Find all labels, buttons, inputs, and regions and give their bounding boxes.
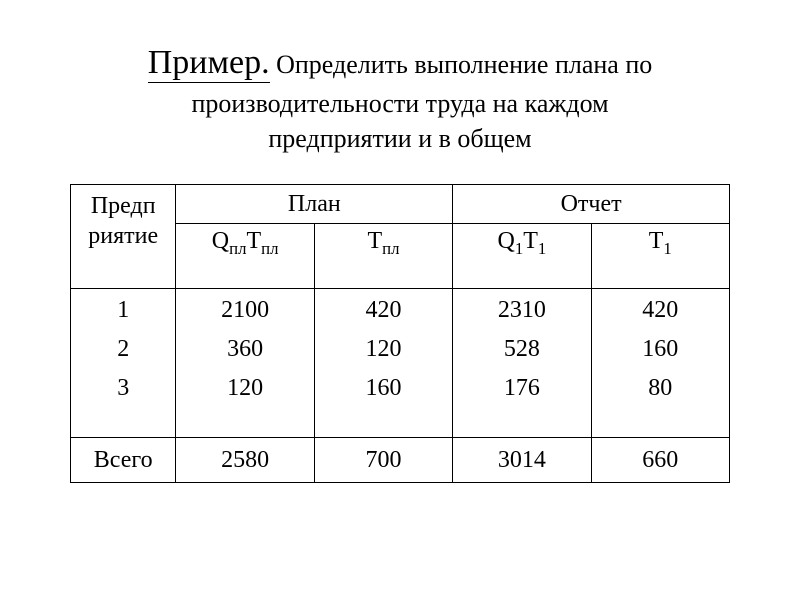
col-qpl-tpl: QплTпл <box>176 224 314 289</box>
val: 176 <box>504 375 540 402</box>
val: 420 <box>366 297 402 324</box>
title-line-2: производительности труда на каждом <box>191 89 608 118</box>
cell-enterprise: 1 2 3 <box>71 289 176 438</box>
title-lead: Пример. <box>148 44 270 83</box>
val: 80 <box>648 375 672 402</box>
col-enterprise-l2: риятие <box>88 223 158 249</box>
slide-title: Пример. Определить выполнение плана по п… <box>70 40 730 156</box>
total-qpl-tpl: 2580 <box>176 438 314 483</box>
table-header-row-1: Предп риятие План Отчет <box>71 185 730 224</box>
cell-q1t1: 2310 528 176 <box>453 289 591 438</box>
val: 160 <box>642 336 678 363</box>
col-report: Отчет <box>453 185 730 224</box>
data-table: Предп риятие План Отчет QплTпл Tпл Q1T1 … <box>70 184 730 483</box>
col-enterprise: Предп риятие <box>71 185 176 289</box>
col-enterprise-l1: Предп <box>91 193 156 219</box>
total-q1t1: 3014 <box>453 438 591 483</box>
val: 2100 <box>221 297 269 324</box>
val: 120 <box>366 336 402 363</box>
val: 1 <box>117 297 129 324</box>
cell-qpl-tpl: 2100 360 120 <box>176 289 314 438</box>
col-t1: T1 <box>591 224 729 289</box>
val: 160 <box>366 375 402 402</box>
val: 528 <box>504 336 540 363</box>
val: 360 <box>227 336 263 363</box>
total-tpl: 700 <box>314 438 452 483</box>
col-tpl: Tпл <box>314 224 452 289</box>
val: 420 <box>642 297 678 324</box>
title-line-3: предприятии и в общем <box>268 124 531 153</box>
cell-t1: 420 160 80 <box>591 289 729 438</box>
val: 2310 <box>498 297 546 324</box>
cell-tpl: 420 120 160 <box>314 289 452 438</box>
table-total-row: Всего 2580 700 3014 660 <box>71 438 730 483</box>
val: 3 <box>117 375 129 402</box>
total-t1: 660 <box>591 438 729 483</box>
val: 2 <box>117 336 129 363</box>
table-body-row: 1 2 3 2100 360 120 420 120 <box>71 289 730 438</box>
title-rest-1: Определить выполнение плана по <box>270 50 653 79</box>
total-label: Всего <box>71 438 176 483</box>
slide: Пример. Определить выполнение плана по п… <box>0 0 800 600</box>
col-q1t1: Q1T1 <box>453 224 591 289</box>
col-plan: План <box>176 185 453 224</box>
val: 120 <box>227 375 263 402</box>
